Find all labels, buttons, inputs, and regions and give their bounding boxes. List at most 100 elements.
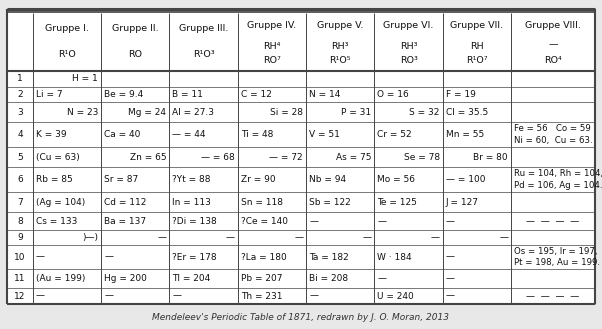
Text: —: — [377, 217, 386, 226]
Text: Gruppe V.: Gruppe V. [317, 21, 364, 30]
Text: —: — [36, 291, 45, 300]
Text: )—): )—) [82, 233, 98, 242]
Text: Ba = 137: Ba = 137 [104, 217, 146, 226]
Text: Ru = 104, Rh = 104,
Pd = 106, Ag = 104.: Ru = 104, Rh = 104, Pd = 106, Ag = 104. [514, 169, 602, 190]
Text: — = 100: — = 100 [446, 175, 485, 184]
Text: K = 39: K = 39 [36, 130, 66, 139]
Text: —: — [104, 291, 113, 300]
Text: Th = 231: Th = 231 [241, 291, 282, 300]
Text: — = 68: — = 68 [201, 153, 235, 162]
Text: Cr = 52: Cr = 52 [377, 130, 412, 139]
Text: ?Ce = 140: ?Ce = 140 [241, 217, 288, 226]
Text: Te = 125: Te = 125 [377, 198, 417, 207]
Text: —: — [226, 233, 235, 242]
Text: —: — [446, 291, 455, 300]
Text: RO: RO [128, 50, 142, 59]
Text: Mn = 55: Mn = 55 [446, 130, 484, 139]
Text: 4: 4 [17, 130, 23, 139]
Text: N = 14: N = 14 [309, 90, 341, 99]
Text: Fe = 56   Co = 59
Ni = 60,  Cu = 63.: Fe = 56 Co = 59 Ni = 60, Cu = 63. [514, 124, 593, 145]
Text: —: — [36, 253, 45, 262]
Text: S = 32: S = 32 [409, 108, 440, 117]
Text: — = 72: — = 72 [270, 153, 303, 162]
Text: Mo = 56: Mo = 56 [377, 175, 415, 184]
Text: (Ag = 104): (Ag = 104) [36, 198, 85, 207]
Text: (Au = 199): (Au = 199) [36, 274, 85, 283]
Text: Sb = 122: Sb = 122 [309, 198, 351, 207]
Text: ?Er = 178: ?Er = 178 [172, 253, 217, 262]
Text: 6: 6 [17, 175, 23, 184]
Text: Ti = 48: Ti = 48 [241, 130, 273, 139]
Text: Rb = 85: Rb = 85 [36, 175, 72, 184]
Text: Zr = 90: Zr = 90 [241, 175, 275, 184]
Text: Mg = 24: Mg = 24 [128, 108, 166, 117]
Text: Cd = 112: Cd = 112 [104, 198, 146, 207]
Text: Nb = 94: Nb = 94 [309, 175, 346, 184]
Text: Ta = 182: Ta = 182 [309, 253, 349, 262]
Text: Mendeleev's Periodic Table of 1871, redrawn by J. O. Moran, 2013: Mendeleev's Periodic Table of 1871, redr… [152, 313, 450, 322]
Text: ?Di = 138: ?Di = 138 [172, 217, 217, 226]
Text: RH³: RH³ [332, 42, 349, 51]
Text: —: — [446, 217, 455, 226]
Text: —  —  —  —: — — — — [526, 291, 580, 300]
Text: —: — [294, 233, 303, 242]
Text: —: — [446, 274, 455, 283]
Text: Cs = 133: Cs = 133 [36, 217, 77, 226]
Text: 10: 10 [14, 253, 26, 262]
Text: Zn = 65: Zn = 65 [130, 153, 166, 162]
Text: Gruppe VI.: Gruppe VI. [383, 21, 434, 30]
Text: Se = 78: Se = 78 [404, 153, 440, 162]
Text: —  —  —  —: — — — — [526, 217, 580, 226]
Text: —: — [309, 217, 318, 226]
Text: 11: 11 [14, 274, 26, 283]
Text: 8: 8 [17, 217, 23, 226]
Text: —: — [446, 253, 455, 262]
Text: RO⁷: RO⁷ [263, 56, 281, 64]
Text: Os = 195, Ir = 197,
Pt = 198, Au = 199.: Os = 195, Ir = 197, Pt = 198, Au = 199. [514, 247, 600, 267]
Text: Pb = 207: Pb = 207 [241, 274, 282, 283]
Text: In = 113: In = 113 [172, 198, 211, 207]
Text: R¹O⁷: R¹O⁷ [466, 56, 488, 64]
Text: RH⁴: RH⁴ [263, 42, 281, 51]
Text: 7: 7 [17, 198, 23, 207]
Text: 12: 12 [14, 291, 26, 300]
Text: RO³: RO³ [400, 56, 418, 64]
Text: RO⁴: RO⁴ [544, 56, 562, 64]
Text: ?Yt = 88: ?Yt = 88 [172, 175, 211, 184]
Text: Be = 9.4: Be = 9.4 [104, 90, 143, 99]
Text: H = 1: H = 1 [72, 74, 98, 83]
Text: R¹O: R¹O [58, 50, 76, 59]
Text: B = 11: B = 11 [172, 90, 203, 99]
Text: —: — [309, 291, 318, 300]
Text: —: — [158, 233, 166, 242]
Text: —: — [431, 233, 440, 242]
Text: Gruppe III.: Gruppe III. [179, 24, 228, 33]
Text: 1: 1 [17, 74, 23, 83]
Text: —: — [172, 291, 181, 300]
Text: R¹O⁵: R¹O⁵ [329, 56, 351, 64]
Text: Gruppe II.: Gruppe II. [112, 24, 158, 33]
Text: Si = 28: Si = 28 [270, 108, 303, 117]
Text: —: — [499, 233, 508, 242]
Text: Hg = 200: Hg = 200 [104, 274, 147, 283]
Text: Gruppe I.: Gruppe I. [45, 24, 89, 33]
Text: (Cu = 63): (Cu = 63) [36, 153, 79, 162]
Text: P = 31: P = 31 [341, 108, 371, 117]
Text: Gruppe VII.: Gruppe VII. [450, 21, 503, 30]
Text: C = 12: C = 12 [241, 90, 272, 99]
Text: V = 51: V = 51 [309, 130, 340, 139]
Text: 5: 5 [17, 153, 23, 162]
Text: N = 23: N = 23 [67, 108, 98, 117]
Text: RH³: RH³ [400, 42, 417, 51]
Text: O = 16: O = 16 [377, 90, 409, 99]
Text: RH: RH [470, 42, 484, 51]
Text: —: — [362, 233, 371, 242]
Text: J = 127: J = 127 [446, 198, 479, 207]
Text: U = 240: U = 240 [377, 291, 414, 300]
Text: Bi = 208: Bi = 208 [309, 274, 348, 283]
Text: 9: 9 [17, 233, 23, 242]
Text: 3: 3 [17, 108, 23, 117]
Text: As = 75: As = 75 [336, 153, 371, 162]
Text: Gruppe IV.: Gruppe IV. [247, 21, 297, 30]
Text: —: — [377, 274, 386, 283]
